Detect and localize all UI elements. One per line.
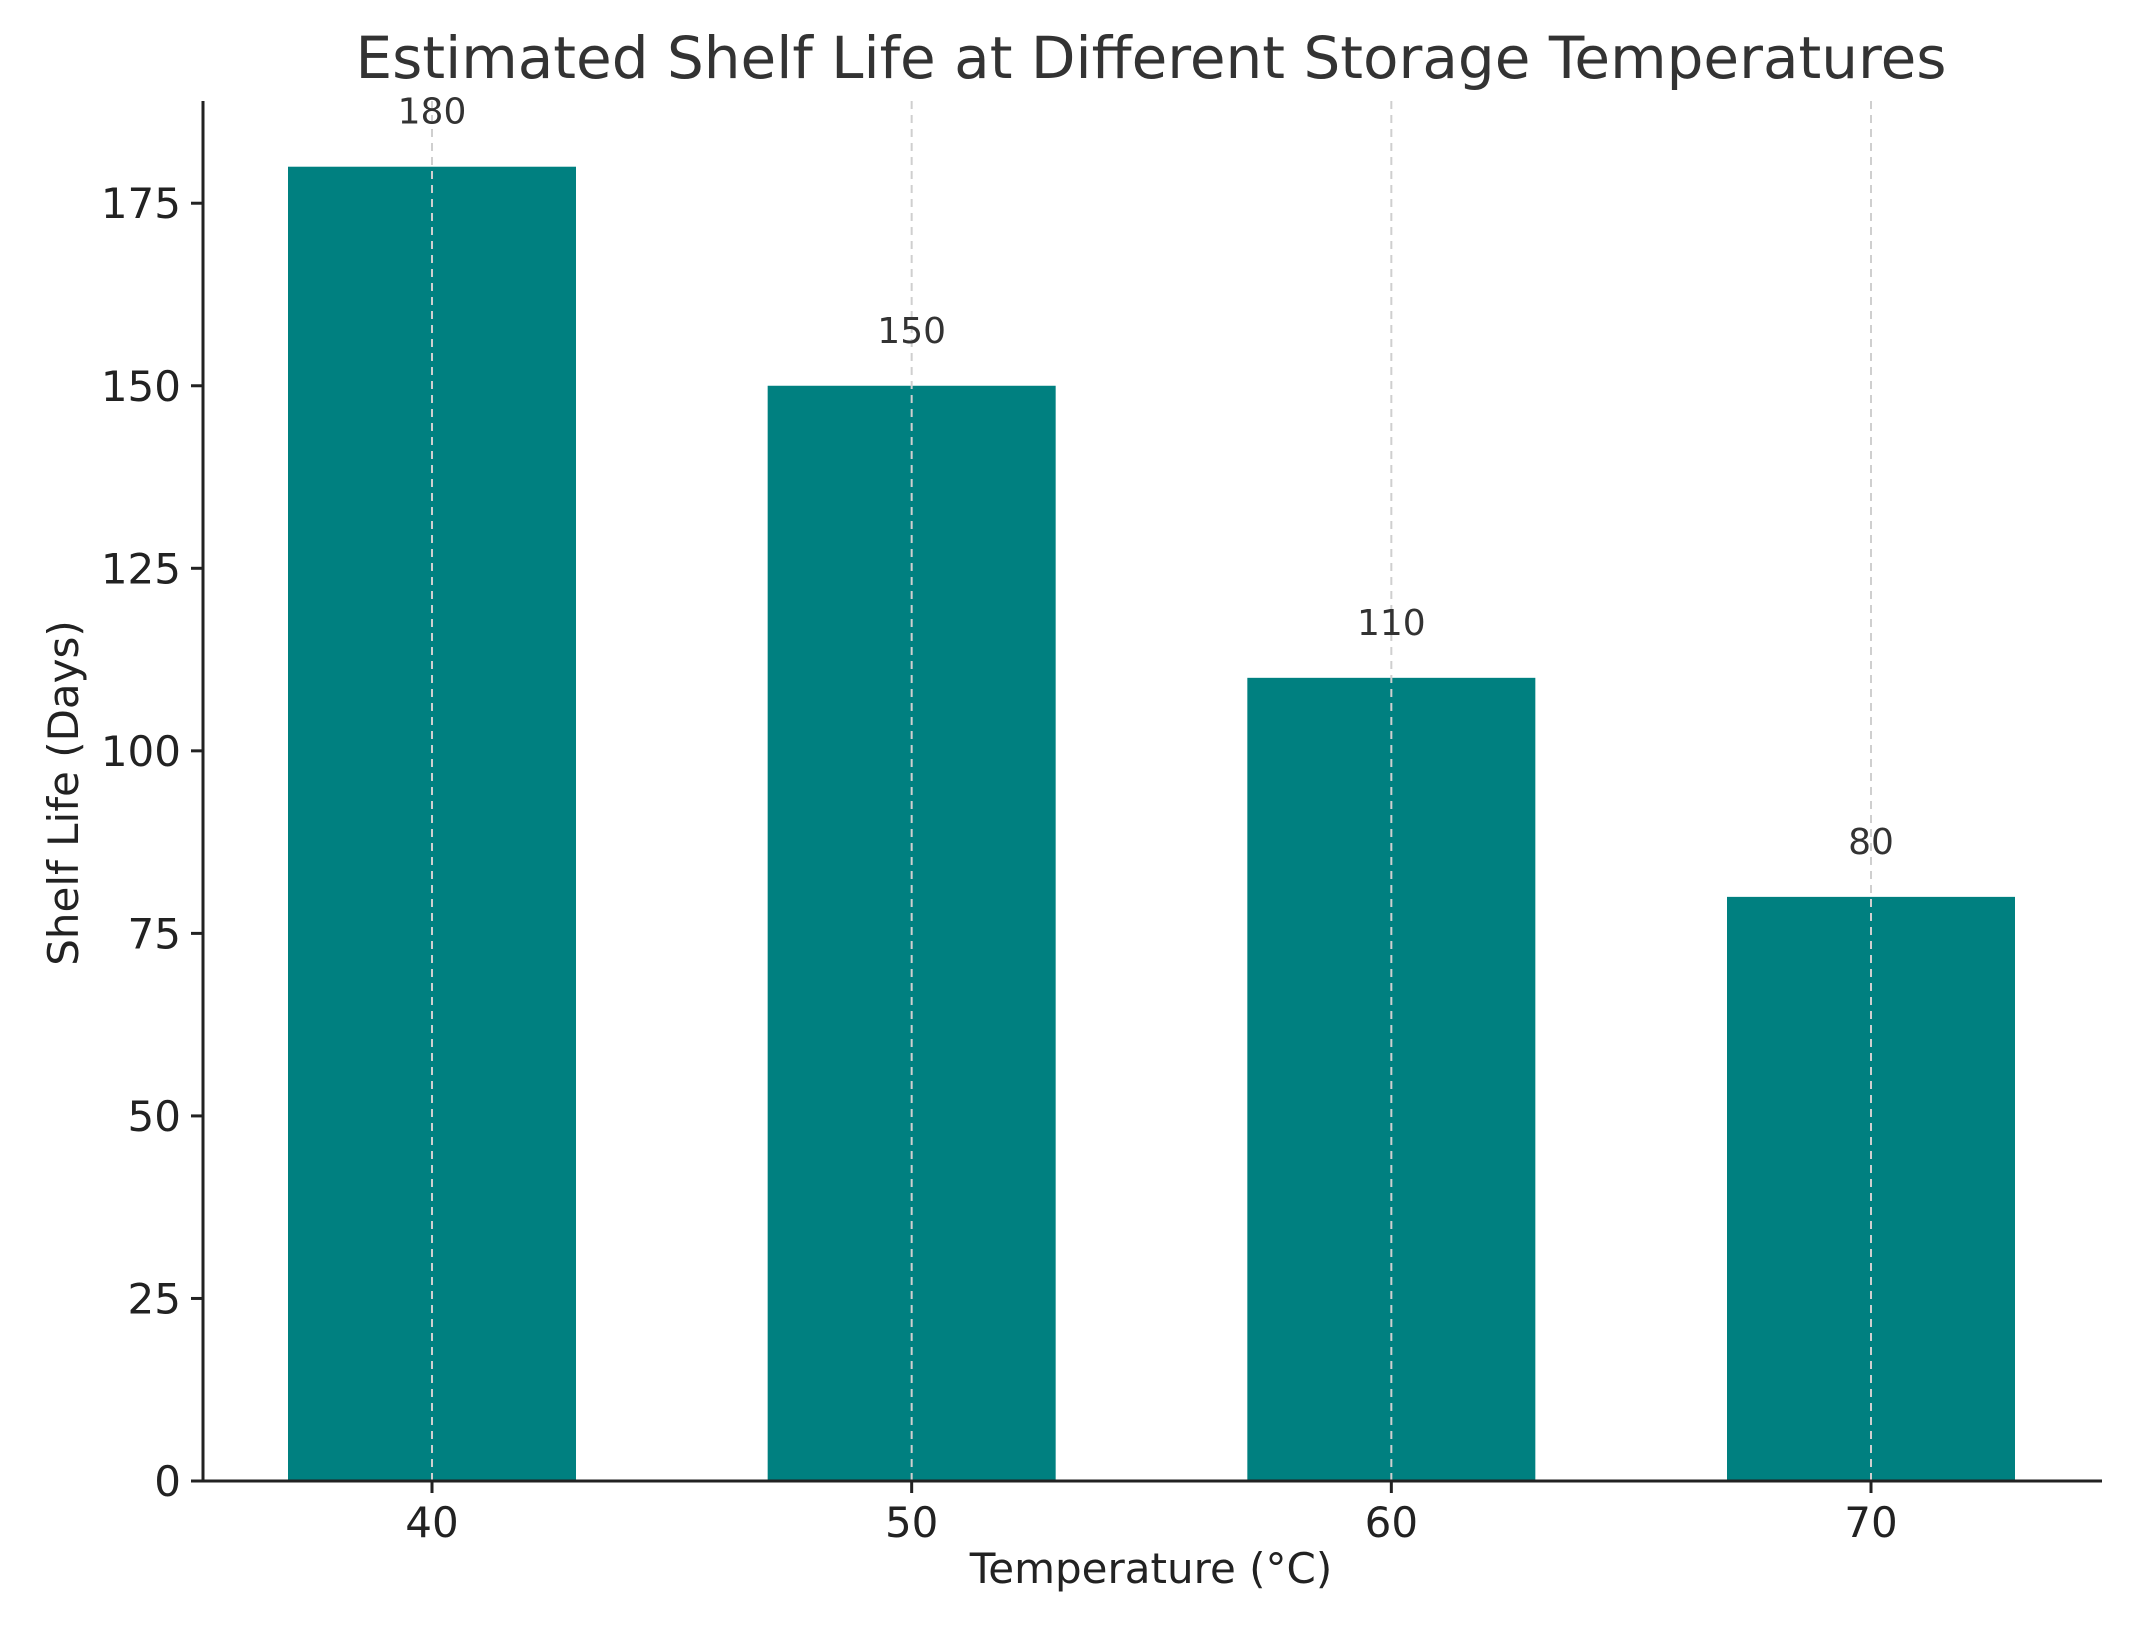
y-tick-label: 175: [101, 179, 181, 228]
y-tick-label: 0: [154, 1457, 181, 1506]
y-axis-title: Shelf Life (Days): [39, 620, 88, 966]
x-tick-label: 70: [1844, 1498, 1897, 1547]
axes-layer: 40 50 60 70 0 25 50 75 100 125 150 175: [101, 101, 2102, 1547]
x-tick-label: 40: [405, 1498, 458, 1547]
y-tick-label: 75: [128, 909, 181, 958]
y-tick-label: 100: [101, 727, 181, 776]
data-label: 80: [1848, 822, 1894, 863]
bar: [1247, 677, 1536, 1481]
data-labels-layer: 180 150 110 80: [398, 92, 1894, 863]
bar: [1727, 896, 2015, 1481]
x-axis-title: Temperature (°C): [969, 1544, 1333, 1593]
data-label: 150: [877, 311, 946, 352]
x-tick-label: 60: [1365, 1498, 1418, 1547]
y-tick-label: 50: [128, 1092, 181, 1141]
chart-title: Estimated Shelf Life at Different Storag…: [356, 24, 1947, 92]
data-label: 180: [398, 92, 467, 133]
y-tick-label: 25: [128, 1274, 181, 1323]
x-tick-label: 50: [885, 1498, 938, 1547]
bars-layer: [288, 166, 2015, 1482]
data-label: 110: [1357, 603, 1426, 644]
y-tick-label: 150: [101, 362, 181, 411]
grid-over-layer: [431, 101, 1872, 1481]
y-tick-label: 125: [101, 544, 181, 593]
